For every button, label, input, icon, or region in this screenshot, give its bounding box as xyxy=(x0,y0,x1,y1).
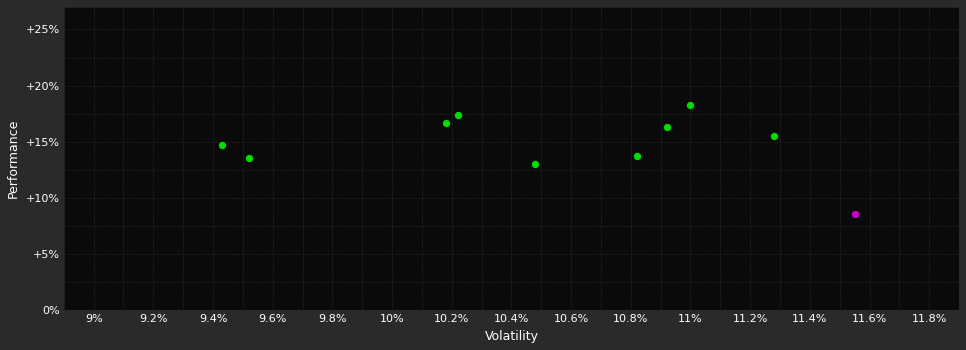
Y-axis label: Performance: Performance xyxy=(7,119,20,198)
Point xyxy=(527,161,543,167)
Point xyxy=(214,142,230,148)
Point xyxy=(659,124,674,130)
Point xyxy=(766,133,781,139)
Point xyxy=(847,211,863,217)
Point xyxy=(438,120,453,126)
Point xyxy=(450,112,466,118)
Point xyxy=(629,154,644,159)
Point xyxy=(683,102,698,107)
Point xyxy=(242,155,257,160)
X-axis label: Volatility: Volatility xyxy=(484,330,538,343)
